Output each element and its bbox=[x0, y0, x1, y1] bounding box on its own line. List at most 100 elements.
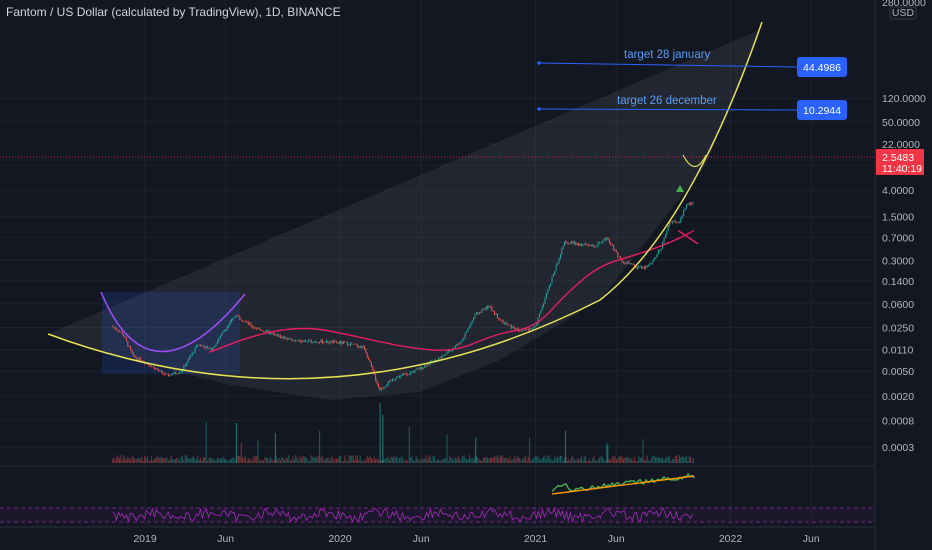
candle-body bbox=[446, 351, 448, 355]
volume-bar bbox=[278, 457, 280, 463]
time-axis[interactable]: 2019 Jun 2020 Jun 2021 Jun 2022 Jun bbox=[0, 526, 875, 545]
volume-bar bbox=[523, 457, 525, 463]
volume-bar bbox=[257, 440, 259, 463]
candle-body bbox=[174, 372, 176, 374]
candle-body bbox=[650, 263, 652, 264]
candle-body bbox=[137, 358, 139, 361]
candle-body bbox=[230, 319, 232, 322]
price-axis[interactable]: 120.000050.000022.000010.00004.00001.500… bbox=[874, 0, 932, 550]
candle-body bbox=[207, 346, 209, 348]
candle-body bbox=[618, 256, 620, 258]
volume-bar bbox=[638, 455, 640, 463]
volume-spike bbox=[607, 445, 609, 463]
target-line bbox=[538, 108, 798, 111]
volume-bar bbox=[520, 460, 522, 463]
candle-body bbox=[419, 366, 421, 370]
candle-body bbox=[226, 326, 228, 331]
volume-bar bbox=[629, 458, 631, 463]
candle-body bbox=[267, 330, 269, 332]
target-price-tag bbox=[797, 57, 847, 77]
volume-bar bbox=[246, 460, 248, 463]
y-tick-label: 0.0600 bbox=[882, 299, 914, 311]
candle-body bbox=[597, 241, 599, 246]
volume-bar bbox=[191, 457, 193, 463]
candle-body bbox=[391, 379, 393, 382]
candle-body bbox=[671, 221, 673, 223]
candle-body bbox=[643, 266, 645, 269]
volume-bar bbox=[212, 457, 214, 463]
candle-body bbox=[134, 355, 136, 358]
volume-bar bbox=[631, 458, 633, 463]
candle-body bbox=[664, 235, 666, 239]
candle-body bbox=[604, 238, 606, 240]
target-lines[interactable]: target 28 january 44.4986 target 26 decemb… bbox=[0, 49, 875, 158]
volume-bar bbox=[348, 455, 350, 463]
candle-body bbox=[246, 321, 248, 323]
candle-body bbox=[408, 374, 410, 375]
volume-bar bbox=[247, 457, 249, 463]
volume-bar bbox=[676, 455, 678, 463]
candle-body bbox=[527, 328, 529, 331]
candle-body bbox=[263, 331, 265, 332]
volume-bar bbox=[585, 456, 587, 463]
y-tick-label: 0.3000 bbox=[882, 255, 914, 267]
candle-body bbox=[536, 324, 538, 326]
candle-body bbox=[438, 357, 440, 361]
candle-body bbox=[377, 383, 379, 388]
target-label: target 26 december bbox=[617, 95, 717, 107]
volume-bar bbox=[144, 455, 146, 463]
volume-bar bbox=[282, 457, 284, 463]
volume-bar bbox=[225, 459, 227, 463]
candle-body bbox=[646, 265, 648, 267]
volume-bar bbox=[354, 459, 356, 463]
candle-body bbox=[214, 346, 216, 348]
volume-bar bbox=[471, 457, 473, 463]
volume-bar bbox=[253, 456, 255, 463]
candle-body bbox=[191, 352, 193, 356]
rsi-line bbox=[112, 506, 693, 524]
volume-bar bbox=[439, 460, 441, 463]
volume-bar bbox=[569, 460, 571, 463]
volume-bar bbox=[648, 460, 650, 463]
candle-body bbox=[152, 366, 154, 367]
candle-body bbox=[194, 347, 196, 353]
volume-bar bbox=[537, 455, 539, 463]
volume-bar bbox=[233, 458, 235, 463]
volume-bar bbox=[386, 457, 388, 463]
candle-body bbox=[544, 298, 546, 304]
last-price-value: 2.5483 bbox=[882, 152, 914, 164]
candle-body bbox=[600, 242, 602, 244]
candle-body bbox=[418, 368, 420, 370]
parabolic-curve[interactable] bbox=[47, 21, 763, 380]
volume-bar bbox=[548, 455, 550, 463]
volume-bar bbox=[488, 458, 490, 463]
candle-body bbox=[531, 328, 533, 329]
volume-bar bbox=[184, 455, 186, 463]
volume-bar bbox=[375, 459, 377, 463]
volume-bar bbox=[491, 457, 493, 463]
candle-body bbox=[173, 372, 175, 375]
volume-bar bbox=[232, 457, 234, 463]
y-tick-label: 0.7000 bbox=[882, 232, 914, 244]
volume-bar bbox=[666, 457, 668, 463]
volume-bar bbox=[337, 458, 339, 463]
volume-bar bbox=[456, 458, 458, 463]
volume-bar bbox=[599, 457, 601, 463]
candle-body bbox=[118, 331, 120, 333]
volume-bar bbox=[124, 457, 126, 463]
candle-body bbox=[499, 319, 501, 320]
volume-bar bbox=[639, 457, 641, 463]
candle-body bbox=[645, 265, 647, 269]
candle-body bbox=[348, 345, 350, 347]
volume-bar bbox=[195, 459, 197, 463]
candle-body bbox=[607, 238, 609, 240]
candle-body bbox=[211, 347, 213, 351]
candle-body bbox=[636, 267, 638, 269]
volume-bar bbox=[389, 459, 391, 463]
volume-bar bbox=[592, 458, 594, 463]
volume-bar bbox=[632, 460, 634, 463]
candle-body bbox=[218, 338, 220, 342]
wedge-drawing[interactable] bbox=[48, 30, 760, 400]
candle-body bbox=[684, 208, 686, 211]
